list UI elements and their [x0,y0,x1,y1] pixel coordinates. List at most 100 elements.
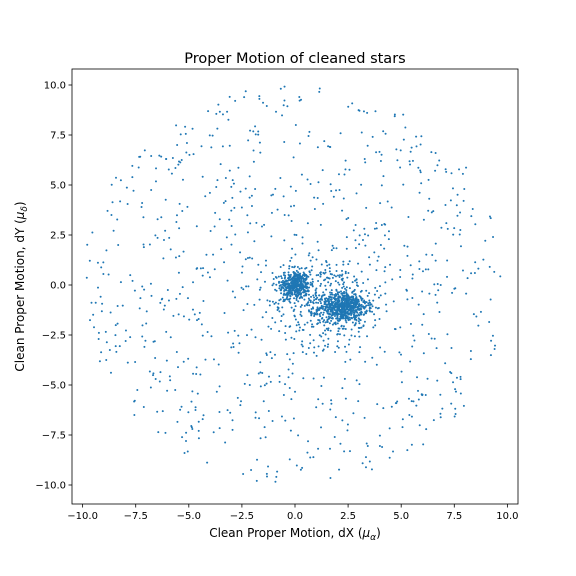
data-point [346,317,349,320]
data-point [297,434,300,437]
data-point [290,220,293,223]
data-point [219,163,222,166]
data-point [371,135,374,138]
data-point [143,345,146,348]
data-point [303,294,306,297]
data-point [316,197,319,200]
data-point [341,313,344,316]
data-point [254,188,257,191]
data-point [230,346,233,349]
data-point [260,271,263,274]
data-point [294,305,297,308]
data-point [186,205,189,208]
data-point [295,277,298,280]
data-point [282,394,285,397]
data-point [273,302,276,305]
data-point [166,389,169,392]
data-point [459,229,462,232]
data-point [271,419,274,422]
data-point [255,221,258,224]
data-point [312,456,315,459]
data-point [293,233,296,236]
data-point [359,346,362,349]
data-point [197,437,200,440]
data-point [283,292,286,295]
data-point [341,387,344,390]
data-point [363,227,366,230]
data-point [299,305,302,308]
data-point [432,210,435,213]
data-point [323,293,326,296]
data-point [272,278,275,281]
data-point [246,231,249,234]
data-point [257,372,260,375]
data-point [313,208,316,211]
data-point [440,226,443,229]
data-point [298,277,301,280]
data-point [317,318,320,321]
data-point [207,110,210,113]
data-point [212,431,215,434]
data-point [231,419,234,422]
data-point [319,284,322,287]
data-point [161,410,164,413]
data-point [250,328,253,331]
data-point [355,303,358,306]
data-point [360,299,363,302]
data-point [190,400,193,403]
data-point [410,443,413,446]
data-point [322,313,325,316]
data-point [346,429,349,432]
data-point [228,144,231,147]
data-point [330,314,333,317]
data-point [364,360,367,363]
data-point [332,311,335,314]
data-point [184,125,187,128]
data-point [401,426,404,429]
data-point [265,104,268,107]
data-point [208,134,211,137]
data-point [333,274,336,277]
data-point [295,269,298,272]
data-point [338,275,341,278]
data-point [337,293,340,296]
data-point [336,322,339,325]
data-point [335,269,338,272]
data-point [263,280,266,283]
data-point [348,260,351,263]
data-point [293,286,296,289]
data-point [192,153,195,156]
data-point [335,247,338,250]
data-point [186,450,189,453]
data-point [218,411,221,414]
data-point [221,145,224,148]
data-point [282,282,285,285]
data-point [474,261,477,264]
data-point [364,244,367,247]
data-point [242,309,245,312]
data-point [354,301,357,304]
data-point [340,299,343,302]
data-point [388,456,391,459]
data-point [315,287,318,290]
data-point [119,179,122,182]
x-tick-label: 0.0 [287,511,303,522]
data-point [221,113,224,116]
data-point [354,322,357,325]
data-point [316,240,319,243]
data-point [133,289,136,292]
data-point [249,129,252,132]
data-point [164,229,167,232]
data-point [333,309,336,311]
data-point [364,161,367,164]
data-point [307,254,310,257]
data-point [98,360,101,363]
data-point [283,289,286,292]
data-point [215,390,218,393]
data-point [105,249,108,252]
data-point [459,375,462,378]
data-point [316,313,318,316]
data-point [215,185,218,188]
data-point [436,379,439,382]
data-point [358,351,361,354]
